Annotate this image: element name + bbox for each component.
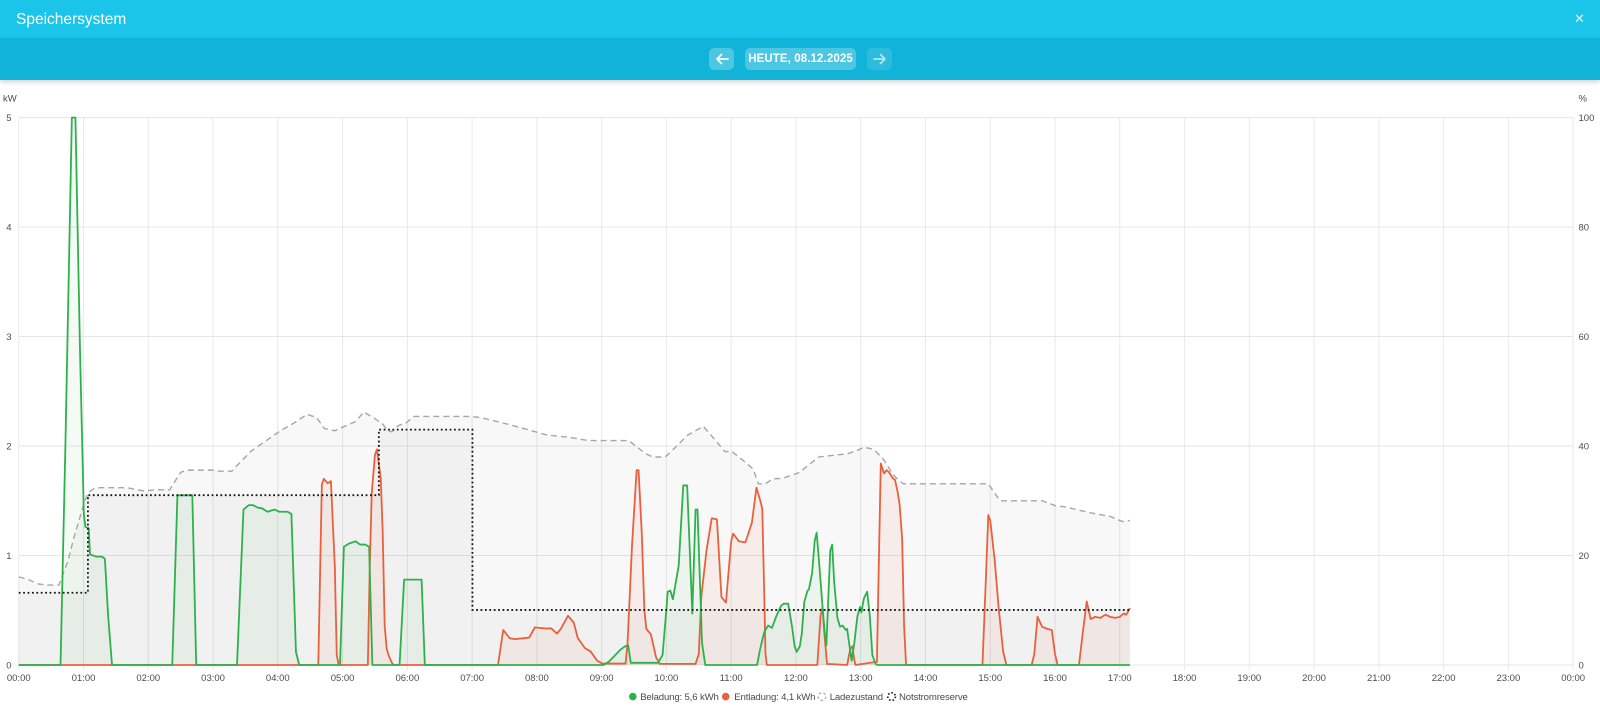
svg-text:40: 40	[1579, 441, 1590, 452]
svg-text:80: 80	[1579, 222, 1590, 233]
svg-text:0: 0	[6, 660, 11, 671]
svg-text:Entladung: 4,1 kWh: Entladung: 4,1 kWh	[734, 692, 815, 703]
svg-text:Ladezustand: Ladezustand	[830, 692, 883, 703]
svg-text:11:00: 11:00	[720, 673, 743, 684]
svg-text:%: %	[1579, 94, 1588, 105]
svg-text:12:00: 12:00	[784, 673, 808, 684]
svg-text:5: 5	[6, 113, 11, 124]
svg-text:05:00: 05:00	[331, 673, 355, 684]
svg-text:00:00: 00:00	[7, 673, 31, 684]
svg-text:19:00: 19:00	[1237, 673, 1261, 684]
svg-text:100: 100	[1579, 113, 1595, 124]
svg-text:20:00: 20:00	[1302, 673, 1326, 684]
svg-text:06:00: 06:00	[395, 673, 419, 684]
svg-text:18:00: 18:00	[1173, 673, 1197, 684]
svg-text:03:00: 03:00	[201, 673, 225, 684]
svg-text:Notstromreserve: Notstromreserve	[899, 692, 968, 703]
svg-text:4: 4	[6, 222, 11, 233]
svg-text:09:00: 09:00	[590, 673, 614, 684]
svg-text:00:00: 00:00	[1561, 673, 1585, 684]
svg-text:3: 3	[6, 332, 11, 343]
svg-text:15:00: 15:00	[978, 673, 1002, 684]
svg-text:60: 60	[1579, 332, 1590, 343]
svg-text:20: 20	[1579, 551, 1590, 562]
svg-text:01:00: 01:00	[72, 673, 96, 684]
svg-text:02:00: 02:00	[136, 673, 160, 684]
svg-text:21:00: 21:00	[1367, 673, 1391, 684]
svg-text:08:00: 08:00	[525, 673, 549, 684]
svg-text:17:00: 17:00	[1108, 673, 1132, 684]
svg-text:23:00: 23:00	[1496, 673, 1520, 684]
svg-text:13:00: 13:00	[849, 673, 873, 684]
svg-text:10:00: 10:00	[655, 673, 679, 684]
svg-text:16:00: 16:00	[1043, 673, 1067, 684]
svg-text:Beladung: 5,6 kWh: Beladung: 5,6 kWh	[640, 692, 719, 703]
svg-text:14:00: 14:00	[914, 673, 938, 684]
svg-text:kW: kW	[3, 94, 17, 105]
svg-text:0: 0	[1579, 660, 1584, 671]
svg-text:22:00: 22:00	[1432, 673, 1456, 684]
svg-text:04:00: 04:00	[266, 673, 290, 684]
svg-text:07:00: 07:00	[460, 673, 484, 684]
svg-text:2: 2	[6, 441, 11, 452]
svg-text:1: 1	[6, 551, 11, 562]
